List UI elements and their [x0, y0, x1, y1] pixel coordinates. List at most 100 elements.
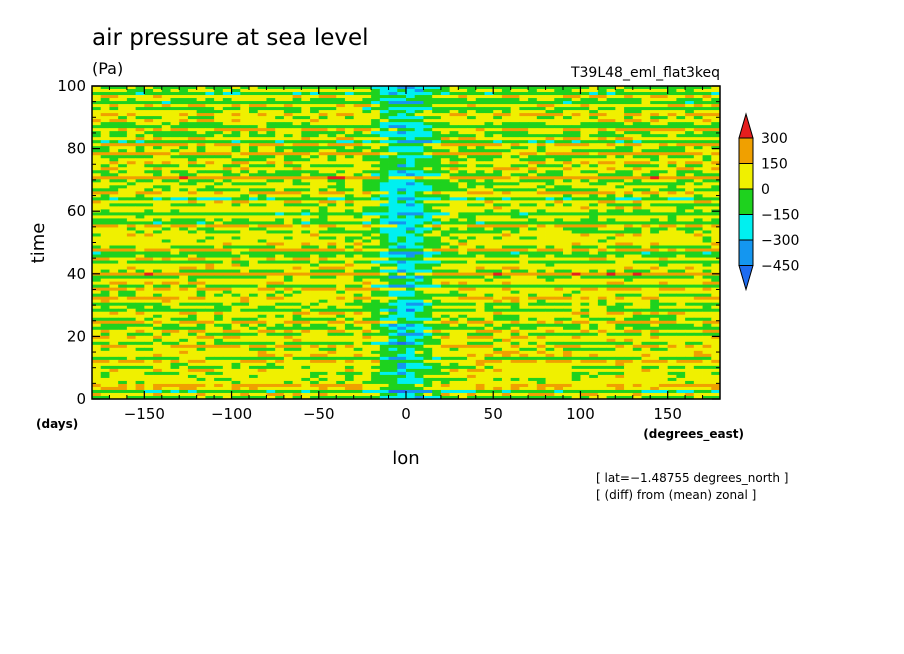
heatmap-cell — [528, 215, 538, 219]
heatmap-cell — [135, 239, 145, 243]
heatmap-cell — [597, 287, 608, 292]
heatmap-cell — [641, 218, 651, 222]
heatmap-cell — [510, 134, 520, 138]
heatmap-cell — [388, 284, 398, 289]
heatmap-cell — [475, 215, 485, 219]
heatmap-cell — [667, 140, 677, 144]
heatmap-cell — [632, 167, 642, 171]
heatmap-cell — [161, 104, 171, 108]
heatmap-cell — [240, 146, 250, 150]
heatmap-cell — [406, 278, 416, 283]
heatmap-cell — [606, 134, 616, 138]
heatmap-cell — [275, 128, 285, 132]
heatmap-cell — [301, 125, 311, 129]
heatmap-cell — [283, 140, 294, 144]
heatmap-cell — [624, 239, 634, 243]
heatmap-cell — [327, 287, 337, 292]
heatmap-cell — [301, 260, 311, 264]
heatmap-cell — [650, 98, 660, 102]
heatmap-cell — [187, 185, 198, 189]
heatmap-cell — [292, 122, 302, 126]
heatmap-cell — [432, 200, 442, 204]
heatmap-cell — [100, 269, 110, 273]
heatmap-cell — [135, 92, 145, 96]
heatmap-cell — [231, 131, 241, 135]
heatmap-cell — [510, 110, 520, 114]
heatmap-cell — [222, 161, 232, 165]
heatmap-cell — [423, 89, 433, 93]
heatmap-cell — [484, 284, 494, 289]
heatmap-cell — [266, 110, 276, 114]
heatmap-cell — [362, 98, 372, 102]
heatmap-cell — [344, 272, 355, 277]
heatmap-cell — [179, 170, 189, 174]
heatmap-cell — [414, 161, 424, 165]
heatmap-cell — [179, 275, 189, 280]
heatmap-cell — [161, 236, 171, 240]
heatmap-cell — [170, 95, 180, 99]
heatmap-cell — [658, 221, 669, 225]
heatmap-cell — [161, 119, 171, 123]
heatmap-cell — [597, 284, 608, 289]
heatmap-cell — [109, 131, 119, 135]
heatmap-cell — [615, 206, 625, 210]
heatmap-cell — [187, 125, 198, 129]
heatmap-cell — [196, 137, 206, 141]
heatmap-cell — [632, 92, 642, 96]
heatmap-cell — [615, 227, 625, 231]
heatmap-cell — [458, 176, 468, 180]
heatmap-cell — [318, 203, 328, 207]
heatmap-cell — [249, 113, 259, 117]
heatmap-cell — [484, 119, 494, 123]
heatmap-cell — [187, 215, 198, 219]
heatmap-cell — [467, 167, 477, 171]
heatmap-cell — [196, 179, 206, 183]
heatmap-cell — [606, 149, 616, 153]
heatmap-cell — [292, 278, 302, 283]
heatmap-cell — [161, 122, 171, 126]
heatmap-cell — [135, 236, 145, 240]
heatmap-cell — [676, 107, 686, 111]
heatmap-cell — [580, 287, 590, 292]
heatmap-cell — [214, 197, 224, 201]
heatmap-cell — [667, 125, 677, 129]
heatmap-cell — [187, 233, 198, 237]
heatmap-cell — [632, 269, 642, 273]
heatmap-cell — [275, 251, 285, 255]
heatmap-cell — [353, 263, 363, 267]
heatmap-cell — [432, 263, 442, 267]
heatmap-cell — [336, 251, 346, 255]
heatmap-cell — [266, 248, 276, 252]
heatmap-cell — [257, 290, 267, 295]
heatmap-cell — [126, 170, 137, 174]
heatmap-cell — [205, 245, 215, 249]
heatmap-cell — [432, 194, 442, 198]
heatmap-cell — [702, 239, 712, 243]
heatmap-cell — [266, 125, 276, 129]
heatmap-cell — [153, 215, 163, 219]
heatmap-cell — [397, 110, 407, 114]
heatmap-cell — [153, 287, 163, 292]
heatmap-cell — [423, 179, 433, 183]
heatmap-cell — [545, 128, 555, 132]
heatmap-cell — [484, 191, 494, 195]
heatmap-cell — [493, 242, 503, 246]
heatmap-cell — [196, 125, 206, 129]
heatmap-cell — [510, 224, 520, 228]
heatmap-cell — [196, 245, 206, 249]
heatmap-cell — [179, 143, 189, 147]
heatmap-cell — [554, 269, 564, 273]
heatmap-cell — [536, 209, 546, 213]
heatmap-cell — [449, 167, 459, 171]
heatmap-cell — [318, 167, 328, 171]
heatmap-cell — [144, 212, 154, 216]
heatmap-cell — [615, 92, 625, 96]
heatmap-cell — [144, 155, 154, 159]
heatmap-cell — [641, 89, 651, 93]
heatmap-cell — [501, 104, 512, 108]
heatmap-cell — [214, 278, 224, 283]
heatmap-cell — [580, 134, 590, 138]
heatmap-cell — [301, 257, 311, 261]
heatmap-cell — [563, 215, 573, 219]
heatmap-cell — [467, 107, 477, 111]
